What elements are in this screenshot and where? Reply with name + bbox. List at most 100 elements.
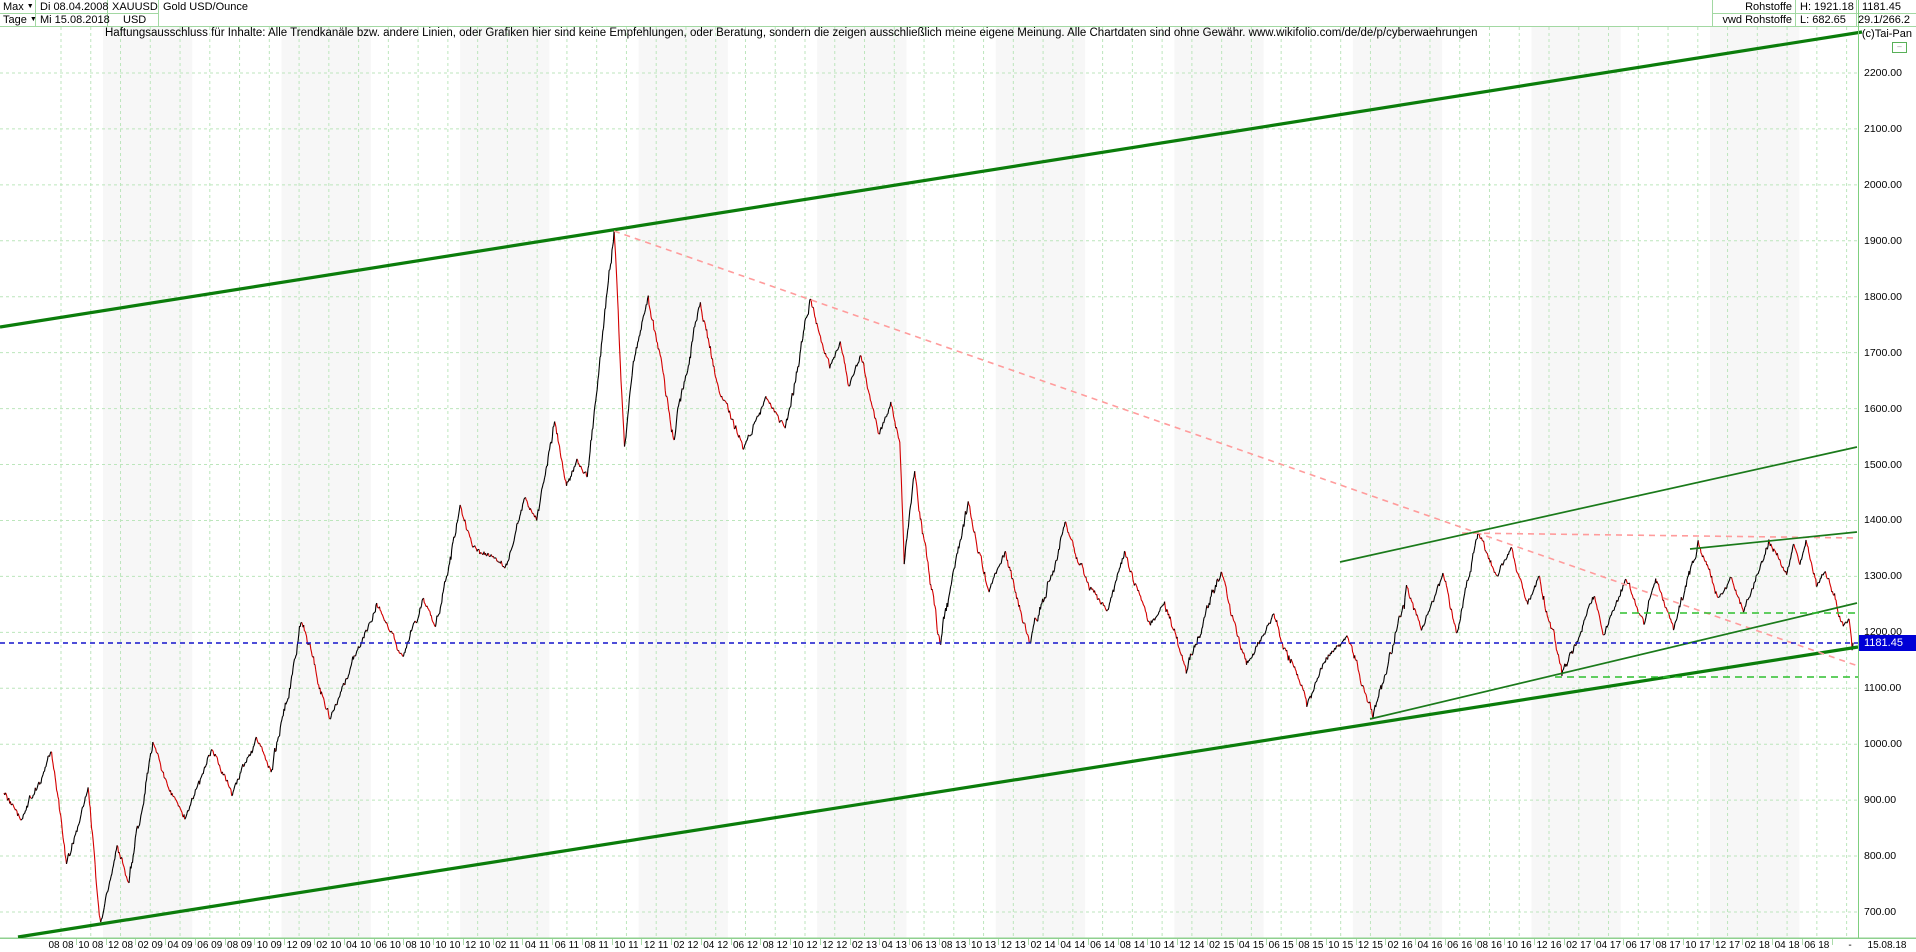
x-axis-label: 10 17 xyxy=(1685,940,1711,951)
x-axis-label: 06 15 xyxy=(1268,940,1294,951)
collapse-axis-icon[interactable]: – xyxy=(1892,42,1907,53)
x-axis-label: 06 17 xyxy=(1625,940,1651,951)
x-axis-label: 10 15 xyxy=(1328,940,1354,951)
x-axis-label: 02 12 xyxy=(673,940,699,951)
period-high: H: 1921.18 xyxy=(1800,1,1854,13)
x-axis-tick xyxy=(1028,939,1030,945)
x-axis-tick xyxy=(1355,939,1357,945)
background-band xyxy=(1710,27,1800,938)
x-axis-label: 02 18 xyxy=(1744,940,1770,951)
x-axis-label: 12 14 xyxy=(1179,940,1205,951)
x-axis-tick xyxy=(522,939,524,945)
period-selector[interactable]: Tage ▼ xyxy=(3,14,37,26)
x-axis-label: 12 13 xyxy=(1000,940,1026,951)
x-axis-label: 04 17 xyxy=(1596,940,1622,951)
copyright-label: (c)Tai-Pan xyxy=(1861,28,1912,40)
x-axis-tick xyxy=(1117,939,1119,945)
x-axis-tick xyxy=(1266,939,1268,945)
background-band xyxy=(281,27,371,938)
trendline-rising-wedge-lower[interactable] xyxy=(1369,602,1858,720)
y-axis-label: 1100.00 xyxy=(1864,682,1902,695)
y-axis-label: 800.00 xyxy=(1864,850,1897,863)
x-axis-tick xyxy=(760,939,762,945)
plot-right-edge xyxy=(1858,0,1859,938)
x-axis-label: 06 18 xyxy=(1804,940,1830,951)
x-axis-label: 12 16 xyxy=(1536,940,1562,951)
x-axis-tick xyxy=(1057,939,1059,945)
trendline-horizontal-resistance-1375[interactable] xyxy=(1461,532,1859,539)
x-axis-tick xyxy=(135,939,137,945)
x-axis-tick xyxy=(879,939,881,945)
range-selector[interactable]: Max ▼ xyxy=(3,1,34,13)
x-axis-label: 02 11 xyxy=(495,940,520,951)
header-last-price: 1181.45 xyxy=(1862,1,1901,13)
x-axis-tick xyxy=(790,939,792,945)
x-axis-tick xyxy=(968,939,970,945)
x-axis-label: 02 09 xyxy=(137,940,163,951)
x-axis-tick xyxy=(819,939,821,945)
x-axis-tick xyxy=(909,939,911,945)
last-price-badge: 1181.45 xyxy=(1859,635,1916,651)
background-band xyxy=(638,27,728,938)
y-axis-label: 1400.00 xyxy=(1864,514,1902,527)
x-axis-end-date: 15.08.18 xyxy=(1867,940,1907,951)
x-axis-label: 12 10 xyxy=(465,940,491,951)
x-axis-label: 08 17 xyxy=(1655,940,1681,951)
period-low: L: 682.65 xyxy=(1800,14,1846,26)
x-axis-label: 02 16 xyxy=(1387,940,1413,951)
y-axis-label: 1700.00 xyxy=(1864,346,1902,359)
x-axis-label: 04 12 xyxy=(703,940,729,951)
trendline-upper-channel-line[interactable] xyxy=(0,30,1863,329)
y-axis-label: 1900.00 xyxy=(1864,234,1902,247)
x-axis-label: 06 14 xyxy=(1090,940,1116,951)
x-axis-tick xyxy=(1206,939,1208,945)
x-axis-label: 08 10 xyxy=(405,940,431,951)
y-axis-label: 1600.00 xyxy=(1864,402,1902,415)
background-band xyxy=(1531,27,1621,938)
y-axis-label: 700.00 xyxy=(1864,905,1897,918)
x-axis-tick xyxy=(1415,939,1417,945)
x-axis-tick xyxy=(641,939,643,945)
x-axis-tick xyxy=(700,939,702,945)
trendline-lower-channel-line[interactable] xyxy=(17,645,1859,939)
x-axis-tick xyxy=(1623,939,1625,945)
trendline-rising-wedge-upper[interactable] xyxy=(1339,446,1858,563)
x-axis-tick xyxy=(1504,939,1506,945)
background-band xyxy=(460,27,550,938)
x-axis-label: 08 14 xyxy=(1119,940,1145,951)
x-axis-label: 02 10 xyxy=(316,940,342,951)
x-axis-tick xyxy=(343,939,345,945)
x-axis-label: 08 16 xyxy=(1476,940,1502,951)
x-axis-tick xyxy=(1801,939,1803,945)
x-axis-label: 04 16 xyxy=(1417,940,1443,951)
x-axis-tick xyxy=(1177,939,1179,945)
x-axis-tick xyxy=(1593,939,1595,945)
price-series-up-segments xyxy=(4,229,1854,923)
x-axis-tick xyxy=(373,939,375,945)
x-axis-tick xyxy=(552,939,554,945)
x-axis-label: 04 18 xyxy=(1774,940,1800,951)
x-axis-label: 06 13 xyxy=(911,940,937,951)
x-axis-label: 04 13 xyxy=(881,940,907,951)
x-axis-tick xyxy=(284,939,286,945)
x-axis-label: 10 09 xyxy=(256,940,282,951)
x-axis-tick xyxy=(1474,939,1476,945)
trendline-resistance-2018-highs[interactable] xyxy=(1689,531,1858,550)
x-axis-label: 10 08 xyxy=(78,940,104,951)
x-axis-label: 12 15 xyxy=(1357,940,1383,951)
x-axis-label: 12 17 xyxy=(1715,940,1741,951)
x-axis-tick xyxy=(1325,939,1327,945)
x-axis-tick xyxy=(462,939,464,945)
x-axis-tick xyxy=(1087,939,1089,945)
x-axis-tick xyxy=(581,939,583,945)
x-axis-end-dash: - xyxy=(1848,940,1852,951)
x-axis-label: 08 15 xyxy=(1298,940,1324,951)
x-axis-label: 02 14 xyxy=(1030,940,1056,951)
x-axis-tick xyxy=(1147,939,1149,945)
x-axis-tick xyxy=(1831,939,1833,945)
symbol: XAUUSD xyxy=(112,1,158,13)
x-axis-label: 04 11 xyxy=(525,940,550,951)
x-axis-label: 12 12 xyxy=(822,940,848,951)
